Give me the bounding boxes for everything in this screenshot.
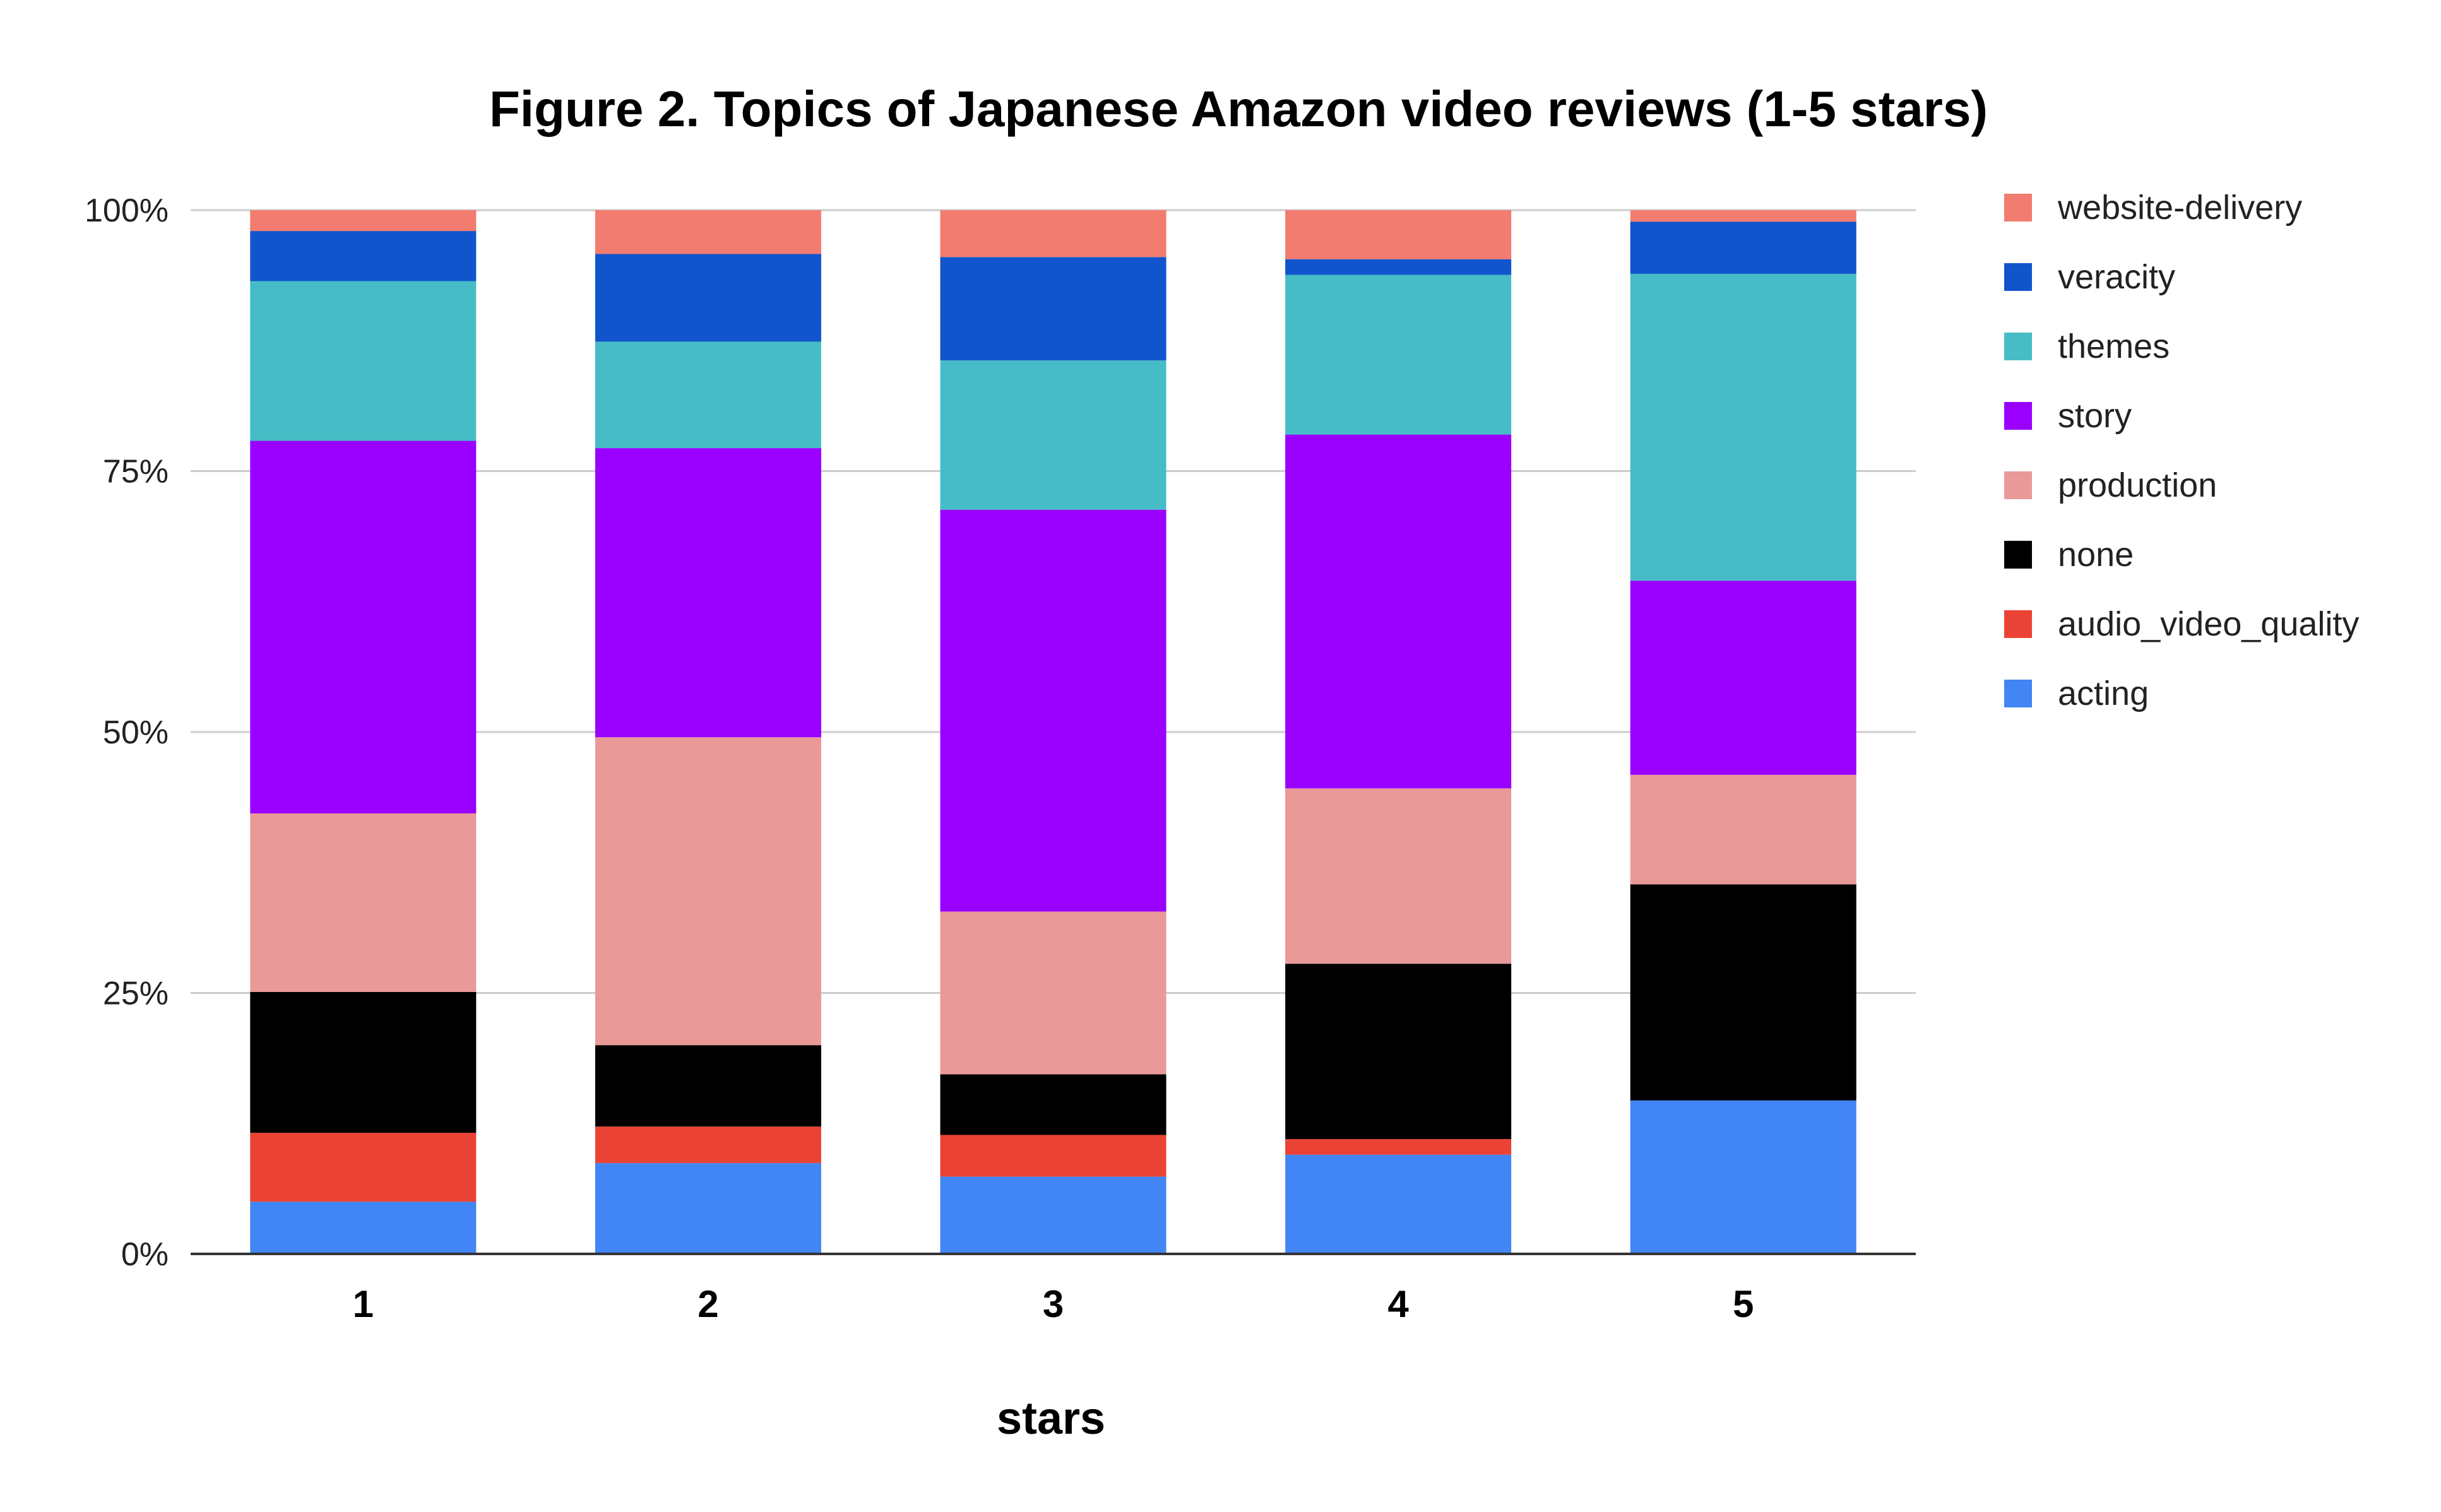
bar-segment-production [250, 813, 477, 992]
legend-swatch [2004, 194, 2032, 221]
y-tick-label: 0% [121, 1236, 169, 1273]
bar-stack-2 [595, 210, 821, 1254]
bar-stack-5 [1630, 210, 1856, 1254]
bar-segment-story [940, 509, 1167, 912]
bar-segment-story [250, 440, 477, 814]
legend-label: themes [2058, 328, 2170, 365]
bar-segment-none [595, 1045, 821, 1127]
bar-segment-story [595, 448, 821, 738]
bar-segment-acting [940, 1176, 1167, 1254]
legend-label: website-delivery [2057, 189, 2302, 227]
bar-segment-none [940, 1074, 1167, 1135]
bar-stack-3 [940, 210, 1167, 1254]
legend-item-acting: acting [2004, 675, 2149, 712]
bar-segment-none [250, 991, 477, 1133]
bars [250, 210, 1856, 1254]
x-axis-ticks: 1 2 3 4 5 [353, 1283, 1754, 1325]
legend-item-veracity: veracity [2004, 258, 2175, 296]
bar-segment-acting [250, 1202, 477, 1254]
x-tick-label: 3 [1043, 1283, 1064, 1325]
legend-swatch [2004, 471, 2032, 499]
legend-swatch [2004, 541, 2032, 569]
bar-segment-themes [940, 360, 1167, 510]
bar-segment-website-delivery [1630, 210, 1856, 222]
legend-label: audio_video_quality [2058, 605, 2359, 643]
y-tick-label: 50% [103, 714, 169, 751]
legend-item-audio-video-quality: audio_video_quality [2004, 605, 2359, 643]
bar-segment-website-delivery [250, 210, 477, 232]
y-axis-ticks: 0% 25% 50% 75% 100% [85, 192, 169, 1273]
legend-label: none [2058, 536, 2134, 574]
bar-stack-4 [1285, 210, 1512, 1254]
y-tick-label: 100% [85, 192, 169, 229]
bar-segment-website-delivery [1285, 210, 1512, 259]
legend-swatch [2004, 263, 2032, 291]
legend-label: veracity [2058, 258, 2175, 296]
bar-segment-website-delivery [595, 210, 821, 254]
bar-segment-story [1285, 434, 1512, 789]
legend-swatch [2004, 680, 2032, 707]
legend-item-website-delivery: website-delivery [2004, 189, 2302, 227]
legend-label: story [2058, 397, 2132, 435]
bar-segment-story [1630, 581, 1856, 775]
bar-segment-themes [1630, 273, 1856, 581]
legend-swatch [2004, 333, 2032, 360]
legend-item-story: story [2004, 397, 2132, 435]
bar-segment-none [1285, 964, 1512, 1140]
legend-swatch [2004, 610, 2032, 638]
legend-label: acting [2058, 675, 2149, 712]
x-tick-label: 1 [353, 1283, 374, 1325]
legend: website-delivery veracity themes story produ… [2004, 189, 2359, 712]
bar-segment-veracity [1285, 259, 1512, 275]
bar-segment-themes [595, 341, 821, 449]
bar-segment-none [1630, 884, 1856, 1101]
bar-stack-1 [250, 210, 477, 1254]
bar-segment-audio-video-quality [595, 1126, 821, 1164]
legend-item-none: none [2004, 536, 2134, 574]
x-tick-label: 5 [1733, 1283, 1754, 1325]
x-axis-title: stars [997, 1393, 1105, 1444]
legend-item-production: production [2004, 466, 2217, 504]
legend-item-themes: themes [2004, 328, 2170, 365]
legend-swatch [2004, 402, 2032, 430]
bar-segment-production [595, 737, 821, 1046]
bar-segment-themes [250, 281, 477, 441]
bar-segment-veracity [940, 257, 1167, 361]
x-tick-label: 2 [698, 1283, 718, 1325]
legend-label: production [2058, 466, 2217, 504]
bar-segment-production [1630, 774, 1856, 885]
bar-segment-production [940, 911, 1167, 1075]
bar-segment-audio-video-quality [1285, 1139, 1512, 1155]
y-tick-label: 25% [103, 976, 169, 1012]
chart-title: Figure 2. Topics of Japanese Amazon vide… [489, 81, 1988, 137]
bar-segment-production [1285, 788, 1512, 964]
x-tick-label: 4 [1387, 1283, 1409, 1325]
bar-segment-website-delivery [940, 210, 1167, 257]
bar-segment-veracity [250, 231, 477, 281]
bar-segment-themes [1285, 275, 1512, 435]
bar-segment-audio-video-quality [940, 1135, 1167, 1177]
bar-segment-veracity [1630, 221, 1856, 274]
y-tick-label: 75% [103, 454, 169, 490]
bar-segment-audio-video-quality [250, 1133, 477, 1202]
bar-segment-acting [1285, 1154, 1512, 1254]
bar-segment-acting [1630, 1100, 1856, 1254]
bar-segment-veracity [595, 254, 821, 342]
bar-segment-acting [595, 1163, 821, 1254]
